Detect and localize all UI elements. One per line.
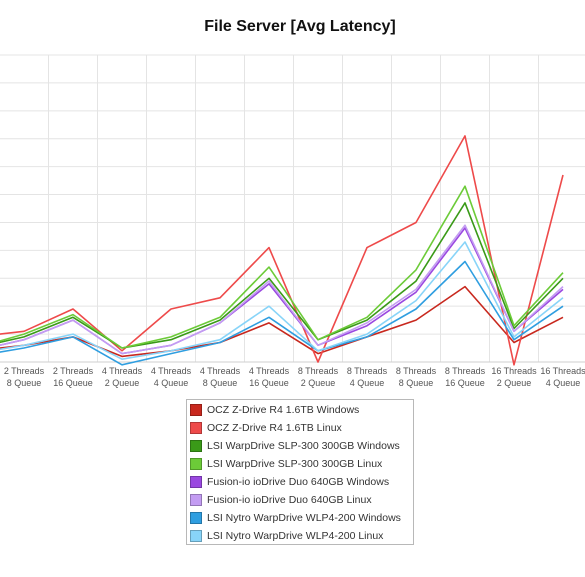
x-tick-label: 8 Threads	[298, 366, 339, 376]
legend-swatch	[190, 458, 202, 470]
series-line-7	[0, 260, 564, 366]
legend-item: OCZ Z-Drive R4 1.6TB Linux	[187, 419, 413, 437]
legend-label: LSI Nytro WarpDrive WLP4-200 Linux	[207, 530, 384, 542]
series-line-8	[0, 241, 564, 361]
x-tick-label: 4 Threads	[249, 366, 290, 376]
legend-swatch	[190, 494, 202, 506]
legend-item: Fusion-io ioDrive Duo 640GB Linux	[187, 491, 413, 509]
x-tick-label: 4 Queue	[154, 378, 189, 388]
legend-swatch	[190, 530, 202, 542]
chart-title: File Server [Avg Latency]	[204, 18, 396, 35]
legend-label: OCZ Z-Drive R4 1.6TB Linux	[207, 422, 342, 434]
legend-label: OCZ Z-Drive R4 1.6TB Windows	[207, 404, 360, 416]
legend-label: LSI WarpDrive SLP-300 300GB Windows	[207, 440, 400, 452]
x-tick-label: 16 Queue	[53, 378, 93, 388]
x-tick-label: 8 Queue	[399, 378, 434, 388]
legend-label: LSI WarpDrive SLP-300 300GB Linux	[207, 458, 383, 470]
x-tick-label: 4 Threads	[151, 366, 192, 376]
x-tick-label: 2 Queue	[301, 378, 336, 388]
series-line-5	[0, 227, 564, 355]
legend-item: LSI WarpDrive SLP-300 300GB Linux	[187, 455, 413, 473]
x-tick-label: 8 Queue	[7, 378, 42, 388]
legend-swatch	[190, 440, 202, 452]
series-line-6	[0, 224, 564, 355]
legend-item: LSI WarpDrive SLP-300 300GB Windows	[187, 437, 413, 455]
series-line-3	[0, 202, 564, 349]
x-tick-label: 4 Threads	[102, 366, 143, 376]
x-tick-label: 4 Threads	[200, 366, 241, 376]
series-line-2	[0, 135, 564, 366]
x-tick-label: 16 Threads	[491, 366, 537, 376]
legend-label: Fusion-io ioDrive Duo 640GB Windows	[207, 476, 390, 488]
x-tick-label: 2 Threads	[53, 366, 94, 376]
legend-label: LSI Nytro WarpDrive WLP4-200 Windows	[207, 512, 401, 524]
legend-item: LSI Nytro WarpDrive WLP4-200 Windows	[187, 509, 413, 527]
x-tick-label: 4 Queue	[350, 378, 385, 388]
x-tick-label: 8 Threads	[445, 366, 486, 376]
legend-item: OCZ Z-Drive R4 1.6TB Windows	[187, 401, 413, 419]
legend-swatch	[190, 422, 202, 434]
x-tick-label: 4 Queue	[546, 378, 581, 388]
x-tick-label: 2 Threads	[4, 366, 45, 376]
x-tick-label: 8 Threads	[396, 366, 437, 376]
x-tick-label: 8 Threads	[347, 366, 388, 376]
legend-item: LSI Nytro WarpDrive WLP4-200 Linux	[187, 527, 413, 545]
x-tick-label: 2 Queue	[105, 378, 140, 388]
chart-legend: OCZ Z-Drive R4 1.6TB Windows OCZ Z-Drive …	[186, 399, 414, 545]
x-tick-label: 16 Queue	[445, 378, 485, 388]
x-tick-label: 16 Threads	[540, 366, 585, 376]
legend-item: Fusion-io ioDrive Duo 640GB Windows	[187, 473, 413, 491]
legend-swatch	[190, 476, 202, 488]
x-tick-label: 8 Queue	[203, 378, 238, 388]
x-tick-label: 2 Queue	[497, 378, 532, 388]
legend-swatch	[190, 512, 202, 524]
x-tick-label: 16 Queue	[249, 378, 289, 388]
series-line-4	[0, 185, 564, 349]
legend-label: Fusion-io ioDrive Duo 640GB Linux	[207, 494, 372, 506]
legend-swatch	[190, 404, 202, 416]
